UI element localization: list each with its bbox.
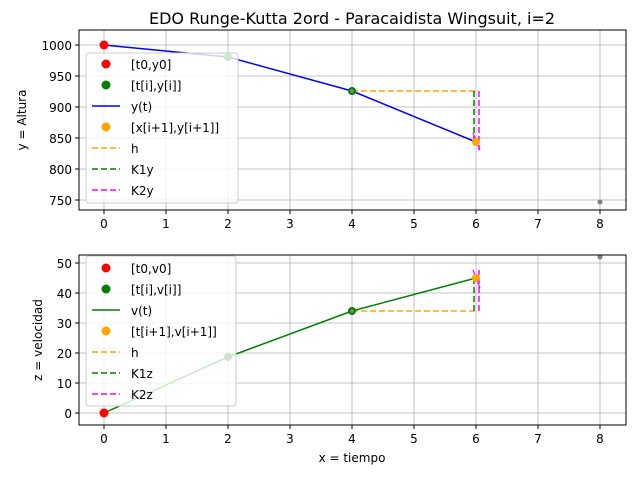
point-marker-inner <box>350 309 354 313</box>
legend-label: [t[i+1],v[i+1]] <box>131 325 217 339</box>
svg-text:2: 2 <box>224 217 232 231</box>
legend-label: h <box>131 346 139 360</box>
svg-text:8: 8 <box>596 217 604 231</box>
svg-text:1000: 1000 <box>41 39 72 53</box>
top-legend: [t0,y0] [t[i],y[i]] y(t) [x[i+1],y[i+1]]… <box>85 52 239 204</box>
y-t-line <box>103 44 477 143</box>
legend-label: y(t) <box>131 100 152 114</box>
legend-label: [t0,y0] <box>131 58 171 72</box>
top-y-tick-labels: 1000 950 900 850 800 750 <box>41 39 72 208</box>
svg-text:800: 800 <box>49 163 72 177</box>
next-point-marker <box>472 274 480 282</box>
svg-text:1: 1 <box>162 217 170 231</box>
initial-point-marker <box>99 408 109 418</box>
bottom-x-tick-labels: 0 1 2 3 4 5 6 7 8 <box>100 432 604 446</box>
svg-text:7: 7 <box>534 217 542 231</box>
svg-text:950: 950 <box>49 70 72 84</box>
svg-text:0: 0 <box>64 407 72 421</box>
legend-label: K1y <box>131 163 154 177</box>
legend-label: K2z <box>131 388 153 402</box>
svg-text:3: 3 <box>286 217 294 231</box>
bottom-y-axis-label: z = velocidad <box>31 299 45 381</box>
next-point-marker <box>472 138 480 146</box>
bottom-y-tick-labels: 50 40 30 20 10 0 <box>57 257 72 421</box>
legend-label: [t[i],y[i]] <box>131 79 181 93</box>
svg-text:20: 20 <box>57 347 72 361</box>
svg-text:10: 10 <box>57 377 72 391</box>
svg-text:5: 5 <box>410 432 418 446</box>
svg-text:5: 5 <box>410 217 418 231</box>
chart-title: EDO Runge-Kutta 2ord - Paracaidista Wing… <box>149 9 555 28</box>
svg-text:50: 50 <box>57 257 72 271</box>
svg-text:4: 4 <box>348 432 356 446</box>
legend-label: [t0,v0] <box>131 262 171 276</box>
svg-text:7: 7 <box>534 432 542 446</box>
legend-label: [x[i+1],y[i+1]] <box>131 121 219 135</box>
svg-text:6: 6 <box>472 432 480 446</box>
svg-text:850: 850 <box>49 132 72 146</box>
svg-text:1: 1 <box>162 432 170 446</box>
reference-point-marker <box>597 254 603 260</box>
bottom-axes: 50 40 30 20 10 0 0 1 2 3 4 5 6 7 8 x = t… <box>31 254 627 465</box>
top-y-axis-label: y = Altura <box>15 90 29 151</box>
svg-text:30: 30 <box>57 317 72 331</box>
svg-text:6: 6 <box>472 217 480 231</box>
legend-label: K1z <box>131 367 153 381</box>
svg-text:8: 8 <box>596 432 604 446</box>
legend-label: h <box>131 142 139 156</box>
svg-text:2: 2 <box>224 432 232 446</box>
x-axis-label: x = tiempo <box>319 451 386 465</box>
bottom-legend: [t0,v0] [t[i],v[i]] v(t) [t[i+1],v[i+1]]… <box>85 255 237 407</box>
legend-label: [t[i],v[i]] <box>131 283 181 297</box>
svg-text:0: 0 <box>100 217 108 231</box>
top-x-tick-labels: 0 1 2 3 4 5 6 7 8 <box>100 217 604 231</box>
svg-text:3: 3 <box>286 432 294 446</box>
svg-text:0: 0 <box>100 432 108 446</box>
point-marker-inner <box>350 89 354 93</box>
top-axes: 1000 950 900 850 800 750 0 1 2 3 4 5 6 7… <box>15 29 627 231</box>
legend-label: v(t) <box>131 304 152 318</box>
initial-point-marker <box>99 40 109 50</box>
svg-text:40: 40 <box>57 287 72 301</box>
reference-point-marker <box>597 199 603 205</box>
svg-text:4: 4 <box>348 217 356 231</box>
svg-text:750: 750 <box>49 194 72 208</box>
legend-label: K2y <box>131 184 154 198</box>
svg-text:900: 900 <box>49 101 72 115</box>
